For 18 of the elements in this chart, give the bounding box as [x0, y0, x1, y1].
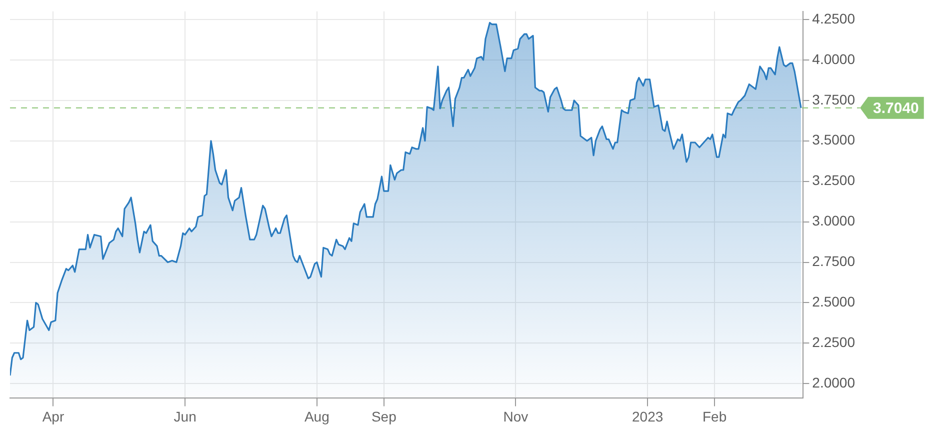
y-tick-label: 4.2500 [812, 10, 856, 26]
x-tick-label: Apr [42, 408, 64, 424]
y-tick-label: 2.2500 [812, 334, 856, 350]
y-tick-label: 3.7500 [812, 91, 856, 108]
y-tick-label: 3.5000 [812, 132, 856, 148]
x-tick-label: Jun [174, 408, 196, 424]
ref-line-label: 3.7040 [873, 100, 919, 117]
x-tick-label: 2023 [632, 408, 664, 424]
x-tick-label: Sep [371, 408, 397, 424]
x-tick-label: Nov [503, 408, 528, 424]
y-tick-label: 3.2500 [812, 172, 856, 188]
y-tick-label: 2.7500 [812, 253, 856, 270]
y-tick-label: 2.0000 [812, 374, 856, 390]
y-tick-label: 4.0000 [812, 50, 856, 67]
x-tick-label: Aug [304, 408, 330, 424]
y-tick-label: 2.5000 [812, 294, 856, 310]
y-tick-label: 3.0000 [812, 212, 856, 229]
x-tick-label: Feb [702, 408, 727, 424]
